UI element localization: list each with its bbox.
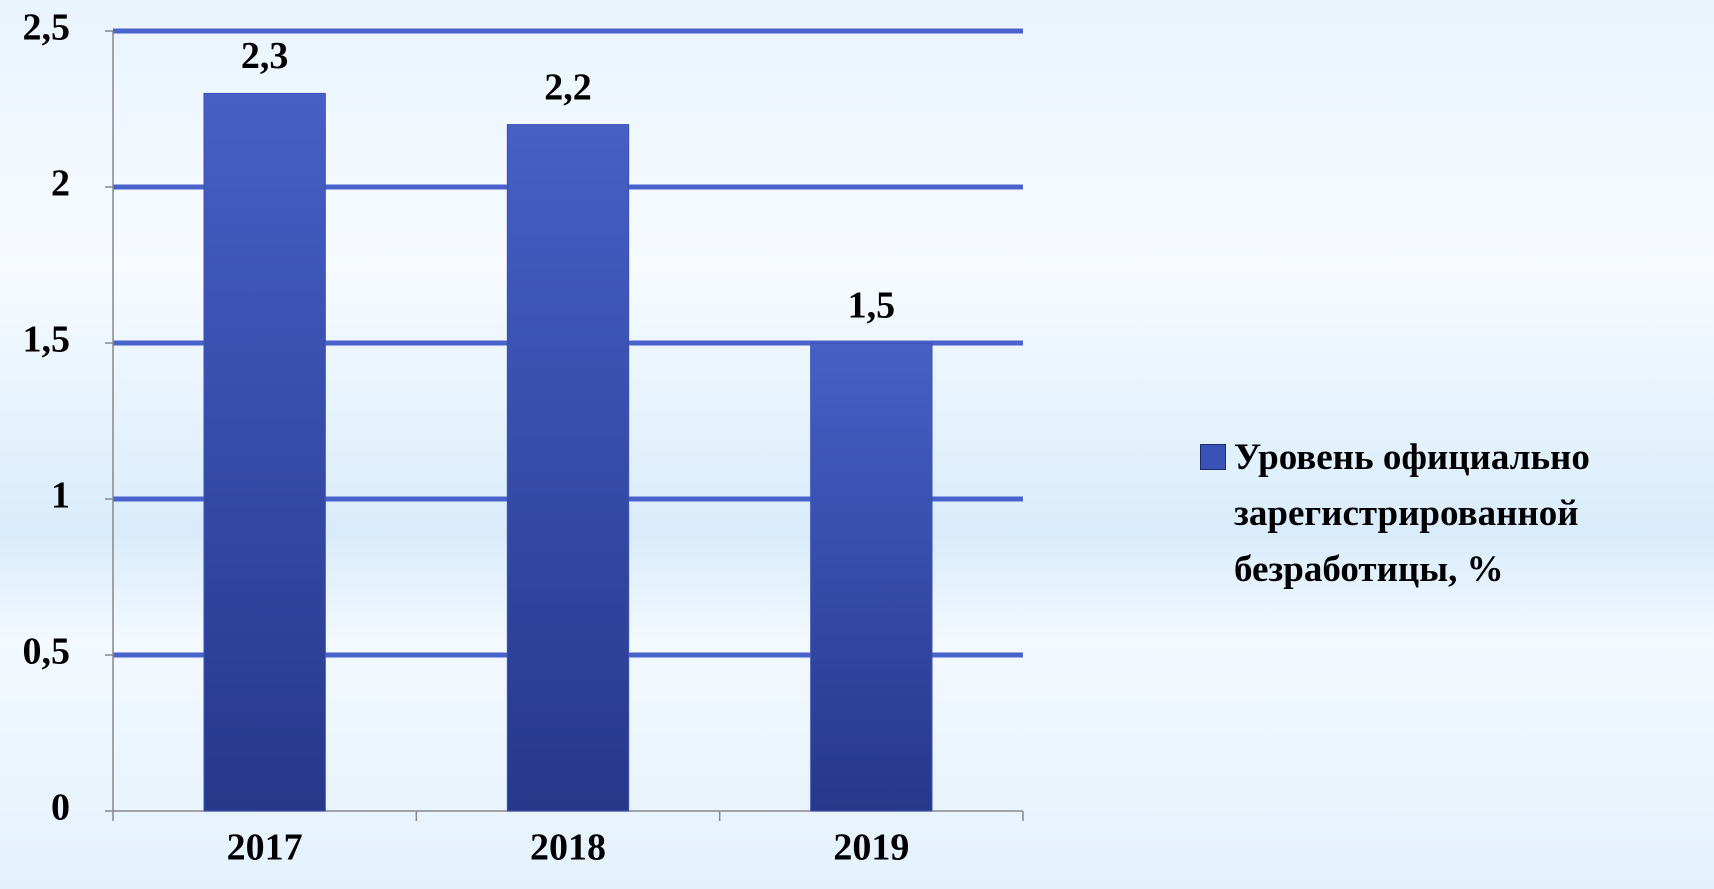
- y-tick-label: 1,5: [23, 319, 71, 361]
- legend-swatch: [1200, 444, 1226, 470]
- labels: 0 0,5 1 1,5 2 2,5 2017 2,3 2018 2,2 2019 1,5: [23, 7, 910, 869]
- data-label: 1,5: [848, 285, 896, 327]
- x-tick-label: 2018: [530, 827, 606, 869]
- x-tick-label: 2019: [833, 827, 909, 869]
- y-tick-label: 0: [51, 787, 70, 829]
- y-tick-label: 0,5: [23, 631, 71, 673]
- y-tick-label: 1: [51, 475, 70, 517]
- bar: [203, 92, 326, 812]
- legend: Уровень официально зарегистрированной бе…: [1200, 430, 1674, 598]
- bars: [203, 92, 933, 812]
- legend-label: Уровень официально зарегистрированной бе…: [1234, 437, 1590, 590]
- data-label: 2,2: [544, 66, 592, 108]
- bar: [810, 342, 933, 812]
- y-tick-label: 2: [51, 163, 70, 205]
- data-label: 2,3: [241, 35, 289, 77]
- y-tick-label: 2,5: [23, 7, 71, 49]
- bar: [506, 124, 630, 812]
- x-tick-label: 2017: [227, 827, 303, 869]
